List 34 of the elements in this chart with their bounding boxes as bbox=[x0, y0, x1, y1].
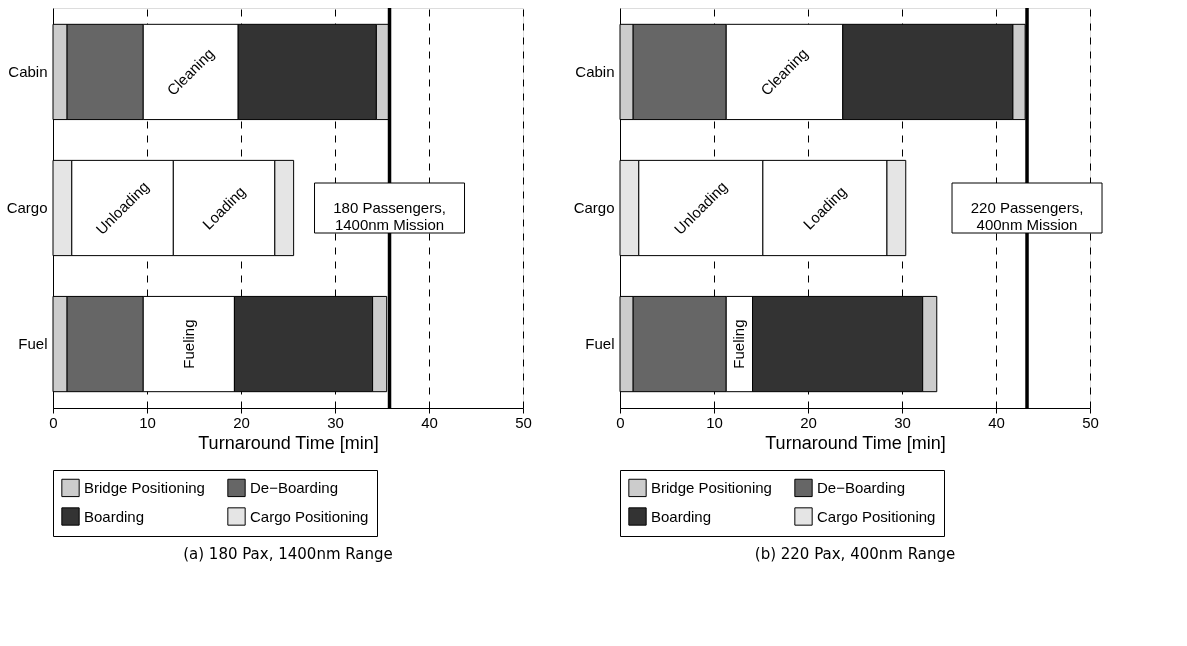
legend-label: Bridge Positioning bbox=[651, 478, 772, 496]
x-tick-label: 30 bbox=[894, 413, 911, 431]
x-tick-label: 10 bbox=[139, 413, 156, 431]
x-tick-label: 40 bbox=[421, 413, 438, 431]
data-label: Fueling bbox=[179, 319, 197, 369]
legend-label: De−Boarding bbox=[250, 478, 338, 496]
text: (a) 180 Pax, 1400nm Range bbox=[183, 544, 393, 563]
x-tick-label: 10 bbox=[706, 413, 723, 431]
legend-label: Boarding bbox=[651, 507, 712, 525]
y-tick-label: Fuel bbox=[585, 335, 615, 353]
y-tick-label: Cabin bbox=[575, 62, 615, 80]
legend-label: De−Boarding bbox=[817, 478, 905, 496]
x-axis-title: Turnaround Time [min] bbox=[765, 432, 946, 453]
y-tick-label: Cabin bbox=[8, 62, 48, 80]
legend-label: Bridge Positioning bbox=[84, 478, 205, 496]
legend-label: Boarding bbox=[84, 507, 145, 525]
x-tick-label: 20 bbox=[800, 413, 817, 431]
ref-line-label: 220 Passengers, 400nm Mission bbox=[970, 199, 1084, 233]
x-tick-label: 0 bbox=[616, 413, 625, 431]
legend-label: Cargo Positioning bbox=[817, 507, 936, 525]
x-tick-label: 50 bbox=[1082, 413, 1099, 431]
x-tick-label: 30 bbox=[327, 413, 344, 431]
y-tick-label: Fuel bbox=[18, 335, 48, 353]
x-axis-title: Turnaround Time [min] bbox=[198, 432, 379, 453]
legend-label: Cargo Positioning bbox=[250, 507, 369, 525]
x-tick-label: 0 bbox=[49, 413, 58, 431]
y-tick-label: Cargo bbox=[6, 199, 48, 216]
y-tick-label: Cargo bbox=[573, 199, 615, 216]
data-label: Fueling bbox=[730, 319, 748, 369]
ref-line-label: 180 Passengers, 1400nm Mission bbox=[333, 199, 446, 233]
x-tick-label: 50 bbox=[515, 413, 532, 431]
text: (b) 220 Pax, 400nm Range bbox=[754, 544, 956, 563]
x-tick-label: 40 bbox=[988, 413, 1005, 431]
x-tick-label: 20 bbox=[233, 413, 250, 431]
